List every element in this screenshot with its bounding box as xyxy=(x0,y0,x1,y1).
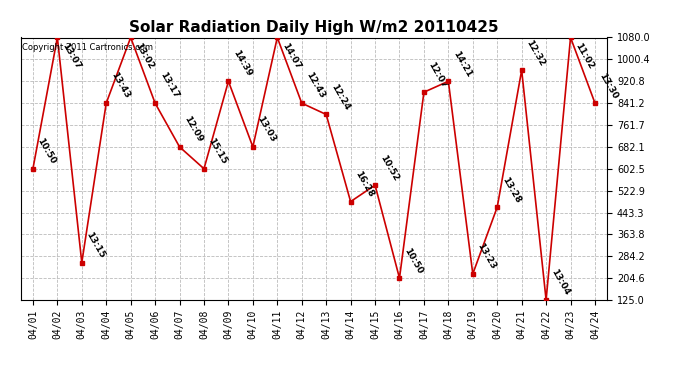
Text: 13:07: 13:07 xyxy=(60,42,82,71)
Text: 14:39: 14:39 xyxy=(231,49,253,78)
Text: 13:30: 13:30 xyxy=(598,71,620,100)
Text: 13:28: 13:28 xyxy=(500,175,522,204)
Text: 13:17: 13:17 xyxy=(158,71,180,100)
Text: 12:43: 12:43 xyxy=(304,71,326,100)
Text: 10:50: 10:50 xyxy=(402,246,424,275)
Text: 11:02: 11:02 xyxy=(573,42,595,71)
Text: 12:09: 12:09 xyxy=(182,115,204,144)
Text: 13:43: 13:43 xyxy=(109,71,131,100)
Text: 13:03: 13:03 xyxy=(255,115,277,144)
Text: 16:28: 16:28 xyxy=(353,170,375,199)
Text: 13:02: 13:02 xyxy=(133,42,155,71)
Text: 12:32: 12:32 xyxy=(524,38,546,68)
Text: 15:15: 15:15 xyxy=(207,136,229,166)
Text: 10:50: 10:50 xyxy=(36,137,58,166)
Text: 14:07: 14:07 xyxy=(280,42,302,71)
Text: Copyright 2011 Cartronics.com: Copyright 2011 Cartronics.com xyxy=(22,43,153,52)
Text: 14:21: 14:21 xyxy=(451,49,473,78)
Title: Solar Radiation Daily High W/m2 20110425: Solar Radiation Daily High W/m2 20110425 xyxy=(129,20,499,35)
Text: 13:04: 13:04 xyxy=(549,268,571,297)
Text: 10:52: 10:52 xyxy=(378,153,400,182)
Text: 12:24: 12:24 xyxy=(329,82,351,112)
Text: 13:23: 13:23 xyxy=(475,242,497,271)
Text: 12:07: 12:07 xyxy=(426,60,449,89)
Text: 13:15: 13:15 xyxy=(85,231,107,260)
